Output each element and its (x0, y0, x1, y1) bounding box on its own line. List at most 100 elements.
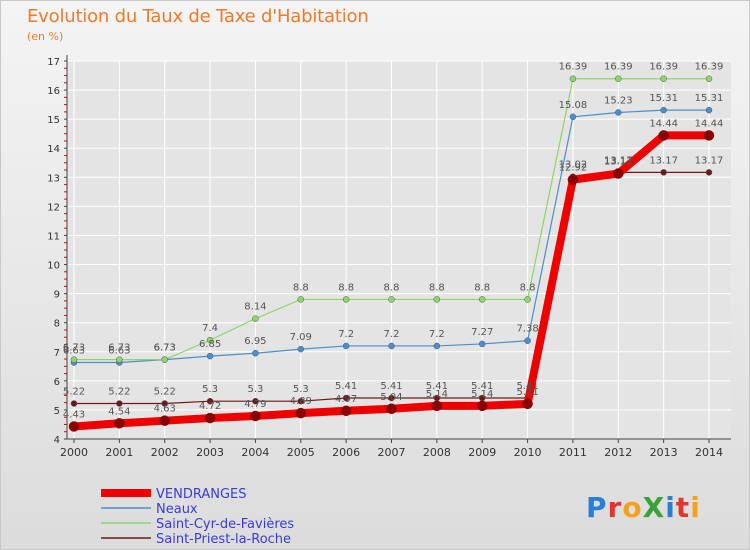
data-label: 5.14 (471, 389, 493, 400)
x-tick-label: 2000 (60, 446, 88, 459)
logo-letter: t (675, 491, 691, 524)
data-label: 4.54 (108, 406, 130, 417)
data-point (388, 342, 395, 350)
data-label: 5.41 (380, 381, 402, 392)
data-label: 7.2 (384, 329, 400, 340)
data-label: 6.73 (154, 343, 176, 354)
data-label: 5.21 (516, 387, 538, 398)
data-label: 5.41 (516, 381, 538, 392)
series-2 (70, 75, 713, 363)
data-label: 15.08 (559, 100, 588, 111)
data-label: 5.04 (380, 392, 402, 403)
chart-title: Evolution du Taux de Taxe d'Habitation (27, 6, 369, 27)
data-label: 6.63 (63, 346, 85, 357)
data-label: 8.8 (429, 282, 445, 293)
data-label: 13.17 (695, 155, 724, 166)
data-label: 8.8 (520, 282, 536, 293)
x-tick-label: 2003 (196, 446, 224, 459)
data-point (524, 337, 531, 344)
y-tick-label: 7 (54, 348, 60, 359)
data-point (388, 394, 395, 402)
x-tick-label: 2011 (559, 446, 587, 459)
data-label: 8.8 (293, 282, 309, 293)
data-point (116, 356, 123, 363)
data-point (705, 106, 713, 114)
data-point (159, 415, 170, 426)
data-point (660, 106, 667, 114)
data-point (252, 349, 259, 357)
data-label: 7.2 (338, 329, 354, 340)
data-label: 4.89 (290, 396, 312, 407)
x-tick-label: 2014 (695, 446, 723, 459)
legend-label: Saint-Cyr-de-Favières (156, 517, 294, 532)
data-point (206, 352, 214, 360)
y-tick-label: 13 (47, 173, 60, 184)
data-label: 5.41 (471, 381, 493, 392)
x-tick-label: 2012 (604, 446, 632, 459)
y-tick-label: 10 (47, 261, 60, 272)
data-point (297, 397, 305, 405)
data-label: 5.22 (154, 387, 176, 398)
y-tick-label: 4 (54, 435, 60, 446)
data-label: 14.44 (649, 118, 678, 129)
x-tick-label: 2013 (650, 446, 678, 459)
data-point (114, 418, 125, 429)
data-label: 4.43 (63, 409, 85, 420)
data-point (295, 407, 307, 419)
data-point (613, 168, 624, 179)
data-label: 16.39 (649, 62, 678, 73)
data-label: 5.22 (108, 387, 130, 398)
logo-letter: X (642, 491, 666, 524)
data-label: 14.44 (695, 118, 724, 129)
logo-letter: r (607, 491, 623, 524)
data-point (297, 296, 305, 303)
data-point (615, 109, 622, 116)
series-0 (68, 130, 715, 432)
data-point (250, 410, 261, 422)
data-point (478, 296, 486, 303)
y-tick-label: 17 (47, 57, 60, 68)
data-label: 6.73 (108, 343, 130, 354)
data-point (567, 174, 579, 185)
x-tick-label: 2005 (287, 446, 315, 459)
data-label: 16.39 (604, 62, 633, 73)
y-tick-label: 11 (47, 231, 60, 242)
data-label: 7.27 (471, 327, 493, 338)
data-point (388, 296, 395, 303)
data-point (161, 400, 168, 407)
data-label: 4.97 (335, 394, 357, 405)
proxiti-logo: ProXiti (586, 491, 701, 524)
x-tick-label: 2010 (514, 446, 542, 459)
data-point (476, 400, 488, 412)
data-label: 13.13 (604, 157, 633, 168)
y-tick-label: 12 (47, 202, 60, 213)
data-point (206, 397, 214, 405)
data-label: 5.41 (335, 381, 357, 392)
unit-label: (en %) (27, 30, 64, 43)
data-label: 8.8 (474, 282, 490, 293)
data-label: 5.3 (247, 384, 263, 395)
data-label: 8.8 (384, 282, 400, 293)
data-label: 13.02 (559, 160, 588, 171)
data-point (161, 356, 168, 363)
data-label: 16.39 (695, 62, 724, 73)
data-point (431, 400, 443, 412)
data-label: 15.31 (695, 93, 724, 104)
y-tick-label: 9 (54, 290, 60, 301)
data-label: 4.63 (154, 404, 176, 415)
data-label: 5.41 (426, 381, 448, 392)
data-point (206, 336, 214, 344)
logo-letter: o (622, 491, 643, 524)
data-point (433, 296, 441, 303)
data-point (524, 296, 531, 303)
data-label: 8.8 (338, 282, 354, 293)
x-tick-label: 2007 (378, 446, 406, 459)
data-label: 16.39 (559, 62, 588, 73)
plot-area (67, 61, 731, 439)
data-label: 6.73 (154, 343, 176, 354)
logo-letter: i (665, 491, 676, 524)
data-point (70, 356, 78, 363)
legend-label: VENDRANGES (156, 487, 247, 502)
